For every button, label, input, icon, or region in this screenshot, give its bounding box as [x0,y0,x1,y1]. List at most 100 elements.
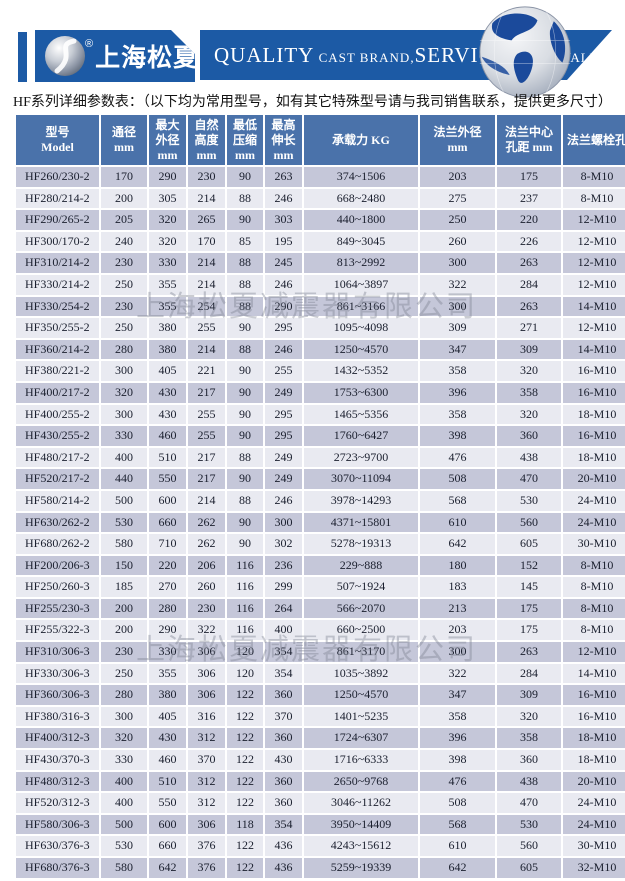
value-cell: 217 [188,382,225,403]
value-cell: 355 [149,296,186,317]
brand-accent-bar [18,32,27,82]
value-cell: 400 [101,793,147,813]
value-cell: 12-M10 [563,318,625,338]
model-cell: HF350/255-2 [16,318,99,338]
value-cell: 400 [101,447,147,468]
value-cell: 316 [188,706,225,727]
value-cell: 710 [149,534,186,554]
table-row: HF310/214-2 230 330 214 88 245 813~2992 300 263 1… [16,253,625,273]
column-header-line: 法兰螺栓孔 [566,132,625,147]
model-cell: HF400/312-3 [16,728,99,749]
value-cell: 220 [149,555,186,576]
logo-sphere-icon [43,34,87,78]
column-header-line: 高度 [194,132,219,147]
value-cell: 249 [265,447,302,468]
value-cell: 262 [188,512,225,533]
value-cell: 358 [420,706,495,727]
value-cell: 18-M10 [563,404,625,425]
value-cell: 175 [497,598,561,619]
model-cell: HF260/230-2 [16,167,99,187]
value-cell: 263 [497,296,561,317]
value-cell: 120 [227,642,263,662]
value-cell: 90 [227,512,263,533]
value-cell: 1432~5352 [304,361,418,381]
value-cell: 605 [497,534,561,554]
model-cell: HF580/214-2 [16,490,99,511]
column-header: 最高 伸长 mm [265,115,302,165]
value-cell: 16-M10 [563,706,625,727]
value-cell: 295 [265,426,302,446]
model-cell: HF255/230-3 [16,598,99,619]
value-cell: 255 [265,361,302,381]
table-row: HF255/230-3 200 280 230 116 264 566~2070 213 175… [16,598,625,619]
column-header-line: 法兰外径 [433,125,482,139]
value-cell: 358 [497,728,561,749]
value-cell: 370 [188,750,225,770]
value-cell: 8-M10 [563,555,625,576]
value-cell: 250 [101,274,147,295]
table-row: HF480/312-3 400 510 312 122 360 2650~9768 476 43… [16,771,625,792]
value-cell: 306 [188,642,225,662]
column-header: 法兰外径 mm [420,115,495,165]
subtitle: HF系列详细参数表：（以下均为常用型号，如有其它特殊型号请与我司销售联系，提供更… [13,95,612,110]
value-cell: 203 [420,620,495,641]
value-cell: 1035~3892 [304,663,418,684]
value-cell: 116 [227,620,263,641]
value-cell: 330 [149,642,186,662]
column-header-line: 外径 [155,132,180,147]
value-cell: 660~2500 [304,620,418,641]
value-cell: 122 [227,858,263,878]
column-header-line: 孔距 mm [505,140,553,154]
value-cell: 88 [227,339,263,360]
value-cell: 320 [101,382,147,403]
value-cell: 642 [420,858,495,878]
value-cell: 560 [497,836,561,856]
table-row: HF300/170-2 240 320 170 85 195 849~3045 260 226 1… [16,231,625,252]
value-cell: 376 [188,836,225,856]
model-cell: HF280/214-2 [16,188,99,209]
value-cell: 507~1924 [304,577,418,597]
table-row: HF200/206-3 150 220 206 116 236 229~888 180 152 8… [16,555,625,576]
column-header: 型号 Model [16,115,99,165]
value-cell: 295 [265,318,302,338]
value-cell: 398 [420,750,495,770]
column-header: 最大 外径 mm [149,115,186,165]
value-cell: 322 [188,620,225,641]
value-cell: 320 [101,728,147,749]
model-cell: HF310/214-2 [16,253,99,273]
value-cell: 118 [227,814,263,835]
value-cell: 861~3170 [304,642,418,662]
table-row: HF630/376-3 530 660 376 122 436 4243~15612 610 5… [16,836,625,856]
value-cell: 312 [188,728,225,749]
globe-icon [479,6,571,98]
registered-mark: ® [85,38,94,50]
value-cell: 530 [101,836,147,856]
value-cell: 250 [101,663,147,684]
table-row: HF630/262-2 530 660 262 90 300 4371~15801 610 56… [16,512,625,533]
value-cell: 500 [101,814,147,835]
model-cell: HF360/214-2 [16,339,99,360]
value-cell: 309 [497,685,561,705]
value-cell: 470 [497,793,561,813]
value-cell: 360 [497,750,561,770]
value-cell: 295 [265,404,302,425]
value-cell: 290 [149,167,186,187]
value-cell: 145 [497,577,561,597]
table-row: HF255/322-3 200 290 322 116 400 660~2500 203 175… [16,620,625,641]
value-cell: 88 [227,188,263,209]
column-header-line: 承载力 KG [332,132,390,147]
value-cell: 354 [265,642,302,662]
value-cell: 122 [227,836,263,856]
value-cell: 305 [149,188,186,209]
value-cell: 438 [497,447,561,468]
model-cell: HF200/206-3 [16,555,99,576]
value-cell: 1095~4098 [304,318,418,338]
value-cell: 360 [265,771,302,792]
value-cell: 530 [497,490,561,511]
table-row: HF430/255-2 330 460 255 90 295 1760~6427 398 360… [16,426,625,446]
value-cell: 24-M10 [563,512,625,533]
value-cell: 200 [101,620,147,641]
value-cell: 3978~14293 [304,490,418,511]
value-cell: 280 [149,598,186,619]
model-cell: HF520/217-2 [16,469,99,489]
